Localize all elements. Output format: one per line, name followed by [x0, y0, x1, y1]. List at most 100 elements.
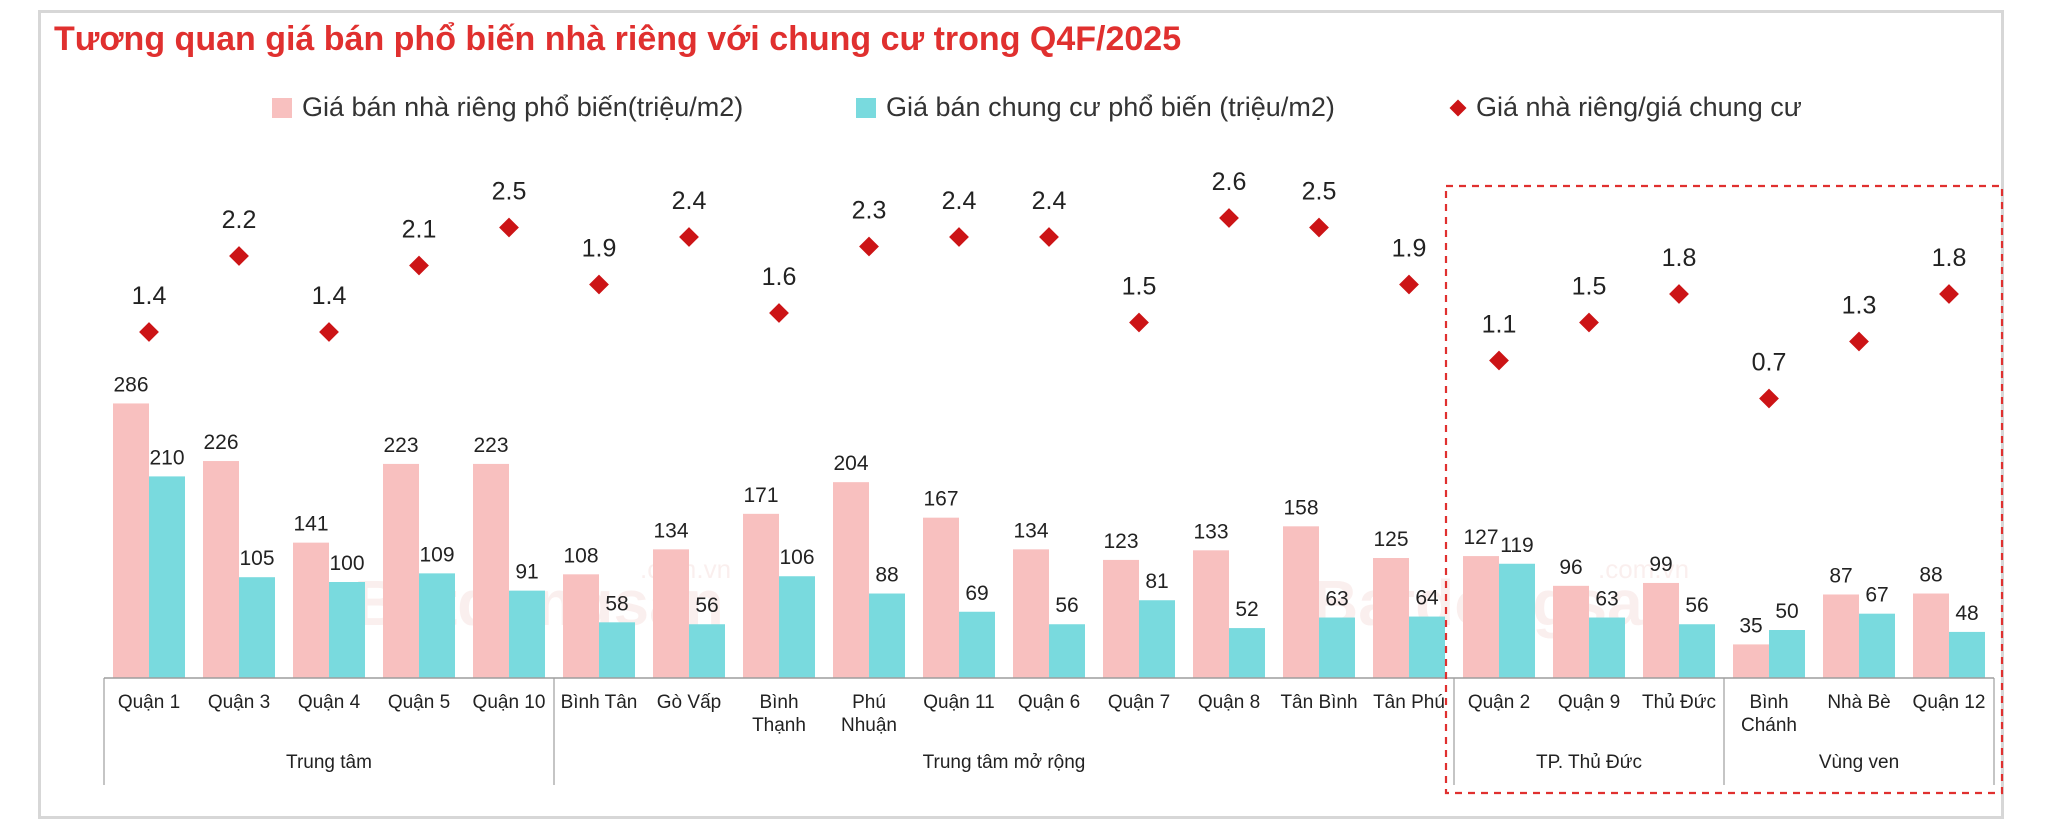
label-apartment-18: 50	[1775, 600, 1798, 623]
ratio-label-10: 2.4	[1032, 187, 1067, 215]
bar-apartment-19	[1859, 613, 1895, 678]
bar-apartment-6	[689, 624, 725, 678]
category-label-20: Quận 12	[1913, 692, 1986, 713]
ratio-label-19: 1.3	[1842, 292, 1877, 320]
label-house-12: 133	[1193, 520, 1228, 543]
category-label-8: Phú Nhuận	[841, 692, 897, 736]
bar-apartment-18	[1769, 630, 1805, 678]
group-label-3: Vùng ven	[1819, 752, 1899, 773]
bar-apartment-1	[239, 577, 275, 678]
bar-apartment-2	[329, 582, 365, 678]
ratio-marker-14	[1399, 274, 1419, 295]
legend-label-ratio: Giá nhà riêng/giá chung cư	[1476, 92, 1802, 122]
category-label-4: Quận 10	[473, 692, 546, 713]
category-label-12: Quận 8	[1198, 692, 1260, 713]
ratio-marker-12	[1219, 208, 1239, 228]
label-house-7: 171	[743, 484, 778, 507]
category-label-9: Quận 11	[923, 692, 994, 713]
ratio-label-2: 1.4	[312, 282, 347, 310]
ratio-marker-0	[139, 322, 159, 342]
ratio-label-12: 2.6	[1212, 168, 1247, 196]
label-house-8: 204	[833, 452, 868, 475]
label-apartment-2: 100	[329, 552, 364, 575]
bar-apartment-20	[1949, 631, 1985, 678]
label-apartment-7: 106	[779, 546, 814, 569]
highlight-box	[1444, 184, 2004, 795]
ratio-marker-2	[319, 322, 339, 342]
ratio-label-13: 2.5	[1302, 178, 1337, 206]
chart-title: Tương quan giá bán phổ biến nhà riêng vớ…	[54, 20, 1182, 58]
ratio-label-4: 2.5	[492, 178, 527, 206]
category-label-0: Quận 1	[118, 692, 180, 713]
bar-house-2	[293, 542, 329, 678]
label-apartment-0: 210	[149, 446, 184, 469]
bar-apartment-10	[1049, 624, 1085, 678]
ratio-marker-13	[1309, 217, 1329, 238]
bar-apartment-14	[1409, 616, 1445, 678]
ratio-label-0: 1.4	[132, 282, 167, 310]
bar-apartment-9	[959, 611, 995, 678]
label-house-16: 96	[1559, 556, 1582, 579]
bar-apartment-11	[1139, 600, 1175, 678]
watermark-domain-right: .com.vn	[1598, 554, 1689, 584]
ratio-marker-15	[1489, 350, 1509, 371]
label-apartment-4: 91	[515, 561, 538, 584]
ratio-label-8: 2.3	[852, 197, 887, 225]
label-apartment-11: 81	[1145, 570, 1168, 593]
bar-apartment-15	[1499, 563, 1535, 678]
ratio-marker-3	[409, 255, 429, 276]
ratio-marker-11	[1129, 312, 1149, 333]
bar-house-13	[1283, 526, 1319, 678]
legend-item-house: Giá bán nhà riêng phổ biến(triệu/m2)	[272, 92, 743, 123]
bar-apartment-0	[149, 476, 185, 678]
label-apartment-6: 56	[695, 594, 718, 617]
ratio-marker-17	[1669, 284, 1689, 304]
bar-apartment-12	[1229, 628, 1265, 678]
label-apartment-19: 67	[1865, 584, 1888, 607]
ratio-label-5: 1.9	[582, 235, 617, 263]
bar-house-0	[113, 403, 149, 678]
ratio-marker-18	[1759, 388, 1779, 409]
ratio-label-14: 1.9	[1392, 235, 1427, 263]
ratio-label-3: 2.1	[402, 216, 437, 244]
label-apartment-9: 69	[965, 582, 988, 605]
label-apartment-3: 109	[419, 543, 454, 566]
ratio-label-11: 1.5	[1122, 273, 1157, 301]
label-house-4: 223	[473, 434, 508, 457]
label-house-14: 125	[1373, 528, 1408, 551]
label-house-1: 226	[203, 431, 238, 454]
bar-house-11	[1103, 559, 1139, 678]
category-label-13: Tân Bình	[1280, 692, 1357, 713]
ratio-label-1: 2.2	[222, 206, 257, 234]
bar-house-14	[1373, 558, 1409, 678]
category-label-14: Tân Phú	[1373, 692, 1445, 713]
bar-house-12	[1193, 550, 1229, 678]
label-apartment-17: 56	[1685, 594, 1708, 617]
bar-house-9	[923, 517, 959, 678]
category-label-3: Quận 5	[388, 692, 450, 713]
bar-apartment-17	[1679, 624, 1715, 678]
bar-house-18	[1733, 644, 1769, 678]
category-label-19: Nhà Bè	[1827, 692, 1890, 713]
label-house-20: 88	[1919, 564, 1942, 587]
ratio-label-18: 0.7	[1752, 349, 1787, 377]
category-label-1: Quận 3	[208, 692, 270, 713]
label-apartment-13: 63	[1325, 588, 1348, 611]
category-label-2: Quận 4	[298, 692, 361, 713]
legend-label-apartment: Giá bán chung cư phổ biến (triệu/m2)	[886, 92, 1335, 122]
label-apartment-8: 88	[875, 564, 898, 587]
label-house-0: 286	[113, 373, 148, 396]
ratio-label-20: 1.8	[1932, 244, 1967, 272]
bar-apartment-7	[779, 576, 815, 678]
label-house-10: 134	[1013, 519, 1048, 542]
bar-apartment-5	[599, 622, 635, 678]
category-label-5: Bình Tân	[561, 692, 638, 713]
ratio-label-16: 1.5	[1572, 273, 1607, 301]
label-apartment-16: 63	[1595, 588, 1618, 611]
label-house-6: 134	[653, 519, 688, 542]
bar-apartment-13	[1319, 617, 1355, 678]
bar-apartment-3	[419, 573, 455, 678]
label-house-17: 99	[1649, 553, 1672, 576]
label-apartment-1: 105	[239, 547, 274, 570]
bar-house-17	[1643, 582, 1679, 678]
